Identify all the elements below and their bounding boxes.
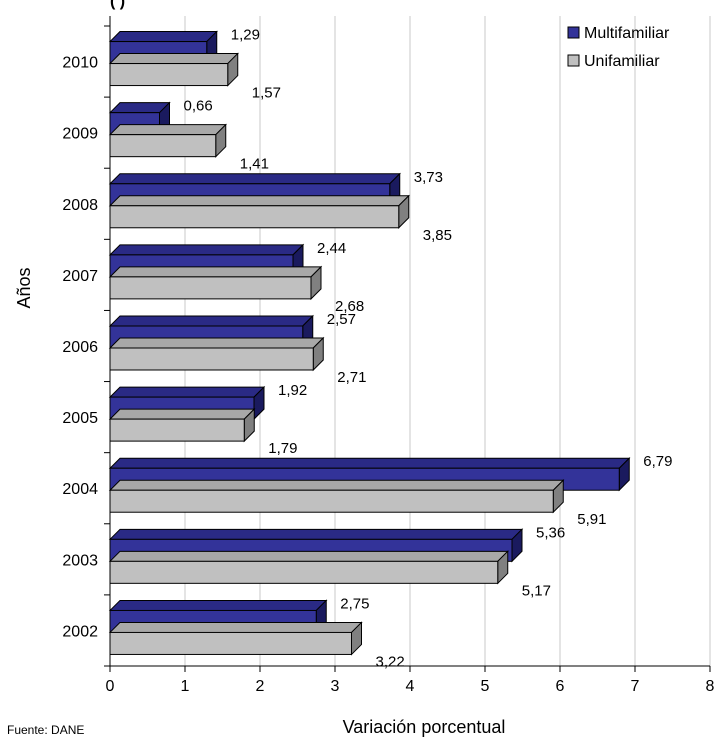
legend-label: Multifamiliar — [584, 25, 670, 42]
y-tick-label: 2010 — [62, 55, 98, 72]
data-label: 6,79 — [643, 453, 672, 470]
x-tick-label: 5 — [481, 678, 490, 695]
legend-swatch — [567, 26, 580, 39]
data-label: 0,66 — [184, 98, 213, 115]
data-label: 5,17 — [522, 582, 551, 599]
bar-top-face — [108, 550, 509, 562]
bar-top-face — [108, 31, 218, 43]
x-tick-label: 3 — [331, 678, 340, 695]
y-axis-title: Años — [14, 267, 34, 308]
y-tick-label: 2004 — [62, 481, 98, 498]
bar-unifamiliar-2006 — [109, 347, 314, 371]
data-label: 2,71 — [337, 369, 366, 386]
x-tick-label: 6 — [556, 678, 565, 695]
bar-top-face — [108, 173, 401, 185]
bar-top-face — [108, 528, 524, 540]
legend: Multifamiliar Unifamiliar — [567, 25, 670, 70]
x-tick-label: 1 — [181, 678, 190, 695]
data-label: 2,57 — [327, 311, 356, 328]
bar-top-face — [108, 53, 239, 65]
bar-unifamiliar-2002 — [109, 631, 352, 655]
source-note: Fuente: DANE — [7, 723, 84, 737]
y-tick-label: 2003 — [62, 552, 98, 569]
bar-top-face — [108, 457, 631, 469]
y-tick-label: 2007 — [62, 268, 98, 285]
bar-unifamiliar-2007 — [109, 276, 312, 300]
bar-unifamiliar-2010 — [109, 63, 229, 87]
bar-top-face — [108, 244, 305, 256]
data-label: 1,57 — [252, 85, 281, 102]
data-label: 1,92 — [278, 382, 307, 399]
data-label: 2,75 — [340, 595, 369, 612]
y-tick-label: 2008 — [62, 197, 98, 214]
bar-top-face — [108, 408, 256, 420]
y-tick-label: 2002 — [62, 623, 98, 640]
bar-unifamiliar-2009 — [109, 134, 217, 158]
bar-top-face — [108, 599, 328, 611]
x-tick-label: 7 — [631, 678, 640, 695]
gridlines — [184, 16, 711, 666]
data-label: 1,29 — [231, 27, 260, 44]
data-label: 5,36 — [536, 524, 565, 541]
bar-top-face — [108, 386, 266, 398]
data-label: 3,85 — [423, 227, 452, 244]
axes: 2010 2009 2008 2007 2006 2005 2004 2003 2002 0 1 2 3… — [62, 16, 714, 695]
x-tick-label: 0 — [106, 678, 115, 695]
data-label: 3,22 — [376, 653, 405, 670]
bar-top-face — [108, 124, 227, 136]
bar-unifamiliar-2004 — [109, 489, 554, 513]
bar-top-face — [108, 266, 323, 278]
bar-top-face — [108, 479, 565, 491]
x-tick-label: 4 — [406, 678, 415, 695]
data-label: 1,79 — [268, 440, 297, 457]
bar-top-face — [108, 315, 314, 327]
y-tick-label: 2009 — [62, 126, 98, 143]
y-tick-label: 2005 — [62, 410, 98, 427]
x-axis-title: Variación porcentual — [343, 717, 506, 737]
data-label: 2,44 — [317, 240, 346, 257]
header-fragment: ( ) — [110, 0, 125, 10]
bars — [108, 30, 631, 656]
bar-top-face — [108, 621, 363, 633]
data-label: 2,68 — [335, 298, 364, 315]
legend-swatch — [567, 54, 580, 67]
data-label: 3,73 — [414, 169, 443, 186]
bar-top-face — [108, 337, 325, 349]
data-label: 1,41 — [240, 156, 269, 173]
x-tick-label: 2 — [256, 678, 265, 695]
y-tick-label: 2006 — [62, 339, 98, 356]
bar-unifamiliar-2008 — [109, 205, 400, 229]
legend-label: Unifamiliar — [584, 53, 660, 70]
bar-unifamiliar-2003 — [109, 560, 499, 584]
data-label: 5,91 — [577, 511, 606, 528]
bar-top-face — [108, 195, 410, 207]
bar-unifamiliar-2005 — [109, 418, 245, 442]
x-tick-label: 8 — [706, 678, 714, 695]
data-labels: 1,29 1,57 0,66 1,41 3,73 3,85 2,44 2,682,57 2,71… — [184, 27, 673, 671]
